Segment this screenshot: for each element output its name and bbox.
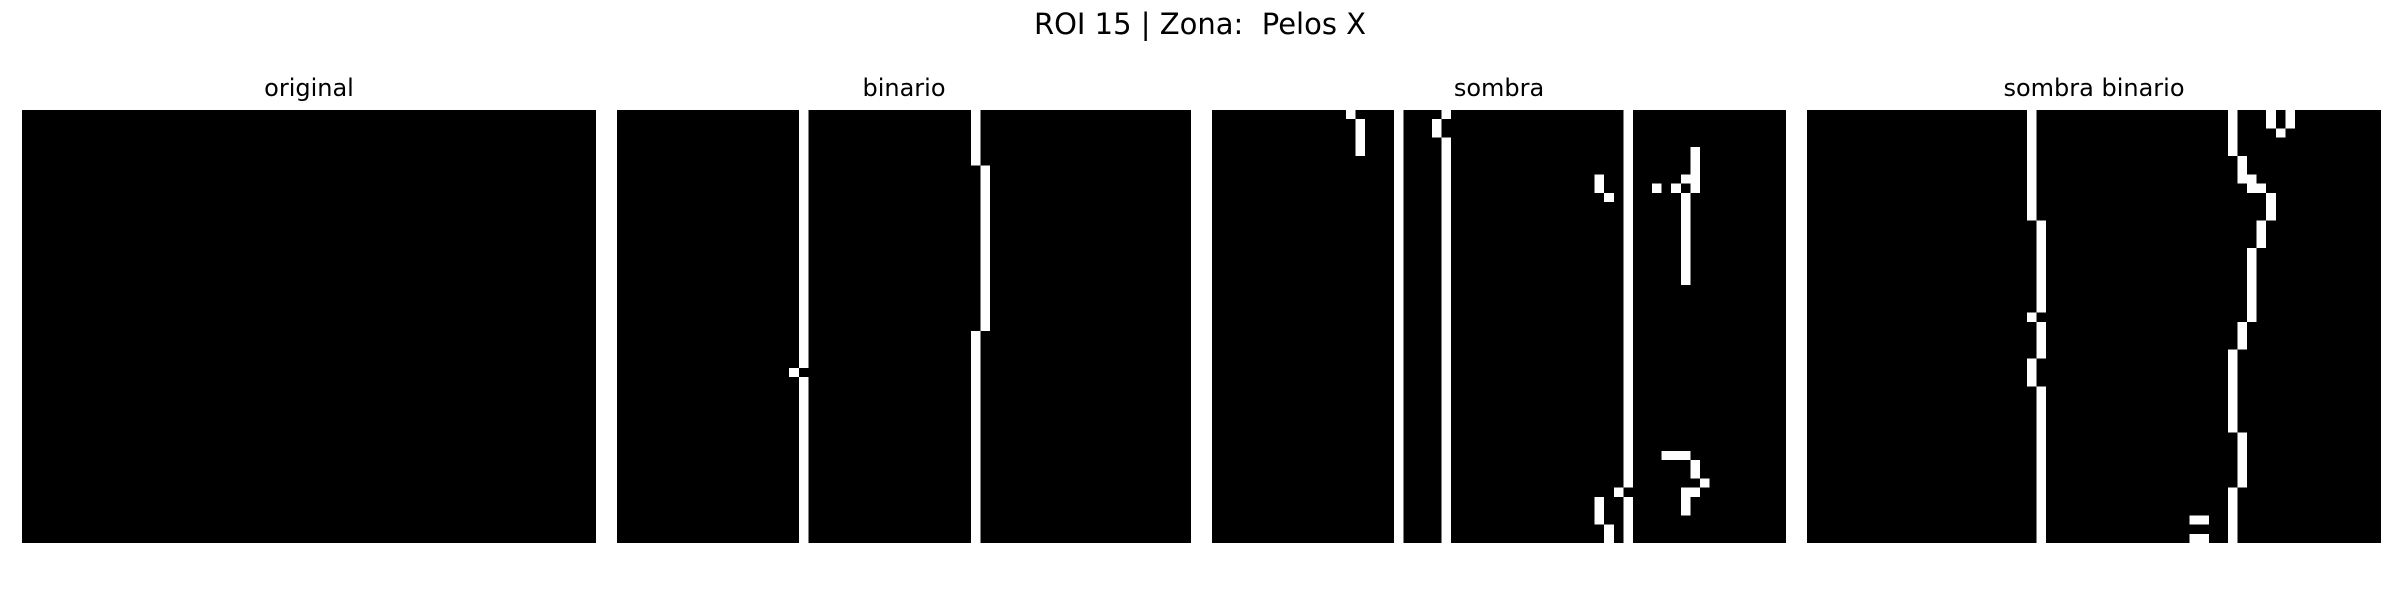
white-pixel-run bbox=[2247, 248, 2257, 322]
white-pixel-run bbox=[2227, 110, 2238, 157]
figure-title: ROI 15 | Zona: Pelos X bbox=[1033, 7, 1367, 41]
white-pixel-run bbox=[2237, 321, 2248, 350]
white-pixel-run bbox=[1604, 524, 1614, 543]
white-pixel-run bbox=[2275, 128, 2286, 138]
white-pixel-run bbox=[2027, 110, 2037, 221]
white-pixel-run bbox=[2189, 533, 2200, 543]
white-pixel-run bbox=[789, 367, 799, 378]
panel-title: original bbox=[264, 74, 354, 102]
image-sombra bbox=[1212, 110, 1786, 543]
white-pixel-run bbox=[2199, 515, 2209, 525]
panel-title: sombra binario bbox=[2003, 74, 2185, 102]
white-pixel-run bbox=[1623, 496, 1633, 543]
white-pixel-run bbox=[2285, 110, 2295, 129]
white-pixel-run bbox=[1661, 450, 1691, 461]
white-pixel-run bbox=[1671, 183, 1681, 193]
white-pixel-run bbox=[1604, 192, 1614, 203]
white-pixel-run bbox=[1393, 110, 1404, 543]
white-pixel-run bbox=[2247, 174, 2257, 193]
white-pixel-run bbox=[2227, 349, 2238, 433]
image-original bbox=[22, 110, 596, 543]
image-sombra-binario bbox=[1807, 110, 2381, 543]
panel-sombra-binario: sombra binario bbox=[1807, 70, 2381, 543]
image-background bbox=[617, 110, 1191, 543]
white-pixel-run bbox=[1441, 137, 1452, 543]
image-background bbox=[1807, 110, 2381, 543]
panel-original: original bbox=[22, 70, 596, 543]
image-binario bbox=[617, 110, 1191, 543]
white-pixel-run bbox=[2036, 321, 2047, 359]
white-pixel-run bbox=[1690, 174, 1700, 193]
white-pixel-run bbox=[798, 110, 809, 368]
panel-sombra: sombra bbox=[1212, 70, 1786, 543]
white-pixel-run bbox=[1680, 192, 1691, 286]
white-pixel-run bbox=[2237, 156, 2248, 184]
white-pixel-run bbox=[1594, 174, 1605, 193]
white-pixel-run bbox=[2027, 312, 2037, 322]
white-pixel-run bbox=[2227, 487, 2238, 543]
panel-binario: binario bbox=[617, 70, 1191, 543]
white-pixel-run bbox=[980, 165, 991, 332]
white-pixel-run bbox=[2237, 432, 2248, 488]
white-pixel-run bbox=[798, 377, 809, 543]
white-pixel-run bbox=[1690, 146, 1700, 175]
white-pixel-run bbox=[2027, 358, 2037, 387]
white-pixel-run bbox=[1432, 119, 1442, 138]
white-pixel-run bbox=[1680, 487, 1691, 516]
white-pixel-run bbox=[1699, 478, 1710, 488]
white-pixel-run bbox=[1594, 496, 1605, 525]
white-pixel-run bbox=[2189, 515, 2200, 525]
panel-title: sombra bbox=[1453, 74, 1545, 102]
white-pixel-run bbox=[970, 331, 981, 543]
white-pixel-run bbox=[1690, 487, 1700, 497]
white-pixel-run bbox=[2199, 533, 2209, 543]
white-pixel-run bbox=[970, 110, 981, 166]
white-pixel-run bbox=[2266, 192, 2276, 221]
white-pixel-run bbox=[2256, 220, 2267, 249]
image-background bbox=[1212, 110, 1786, 543]
white-pixel-run bbox=[2036, 386, 2047, 543]
white-pixel-run bbox=[1652, 183, 1662, 193]
white-pixel-run bbox=[1441, 110, 1452, 120]
white-pixel-run bbox=[2036, 220, 2047, 313]
white-pixel-run bbox=[1345, 110, 1356, 120]
white-pixel-run bbox=[1690, 460, 1700, 479]
white-pixel-run bbox=[1613, 487, 1624, 497]
white-pixel-run bbox=[2256, 183, 2267, 193]
white-pixel-run bbox=[1680, 174, 1691, 184]
panel-title: binario bbox=[862, 74, 946, 102]
image-background bbox=[22, 110, 596, 543]
white-pixel-run bbox=[1623, 110, 1633, 488]
white-pixel-run bbox=[1355, 119, 1366, 157]
white-pixel-run bbox=[2266, 110, 2276, 129]
